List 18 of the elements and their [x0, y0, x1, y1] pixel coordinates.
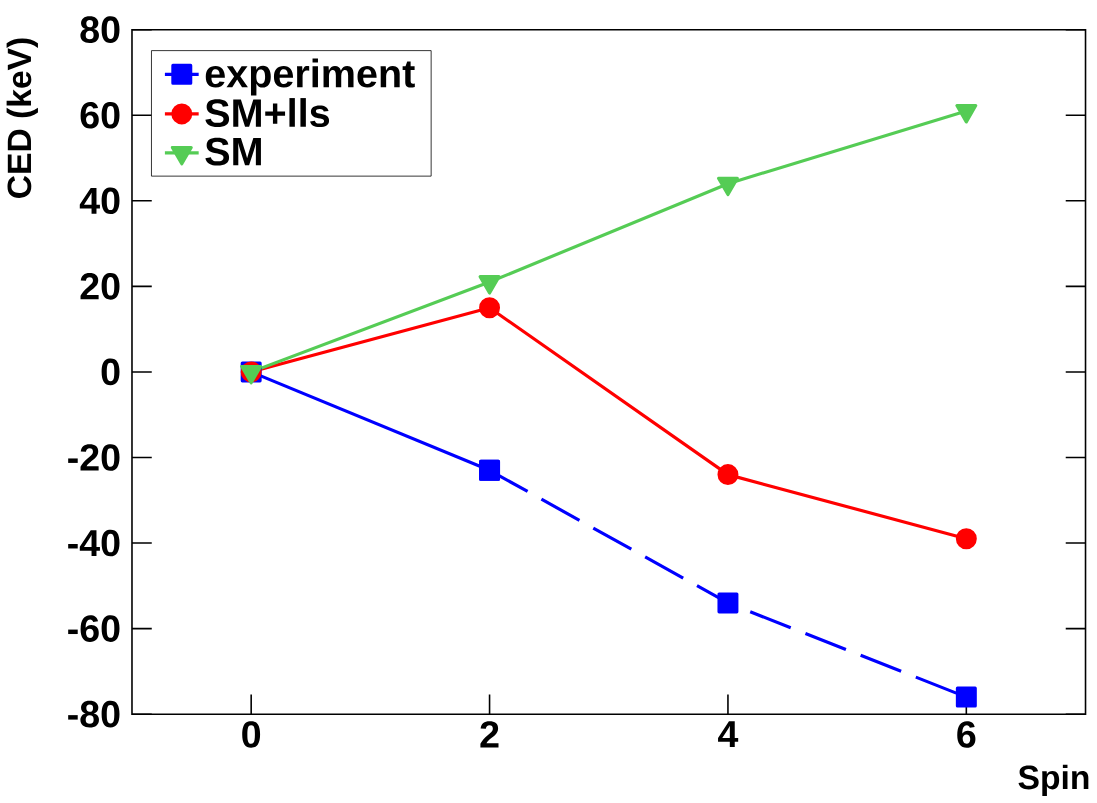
y-tick-label: 40 — [79, 187, 120, 215]
y-tick-label: 0 — [101, 358, 120, 386]
legend-label: SM+lls — [205, 98, 330, 128]
y-axis-title: CED (keV) — [6, 38, 38, 199]
x-tick-label: 2 — [480, 721, 499, 748]
y-tick-label: -20 — [68, 444, 120, 471]
x-tick-label: 4 — [718, 721, 739, 748]
y-tick-label: 20 — [80, 273, 120, 300]
y-tick-label: -60 — [68, 615, 120, 643]
x-axis-title: Spin — [1018, 764, 1089, 797]
y-tick-label: 60 — [80, 102, 120, 129]
x-tick-label: 0 — [242, 721, 261, 748]
y-tick-label: 80 — [80, 16, 120, 44]
x-tick-label: 6 — [957, 721, 976, 748]
y-tick-label: -80 — [68, 701, 120, 728]
legend-label: experiment — [205, 58, 415, 96]
y-tick-label: -40 — [68, 529, 120, 557]
legend-label: SM — [205, 137, 261, 166]
